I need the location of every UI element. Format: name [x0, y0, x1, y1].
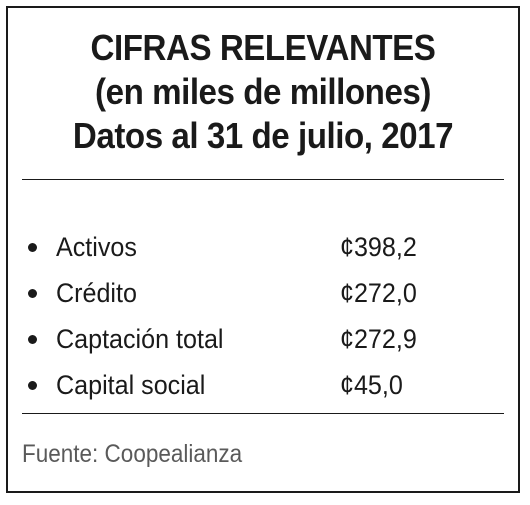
list-item-credito: Crédito ¢272,0 — [22, 270, 504, 316]
bullet-icon — [28, 381, 37, 390]
figure-value: ¢45,0 — [340, 370, 403, 400]
figure-label: Crédito — [56, 278, 137, 308]
header: CIFRAS RELEVANTES (en miles de millones)… — [8, 26, 518, 158]
figure-value: ¢272,9 — [340, 324, 417, 354]
subtitle: (en miles de millones) — [95, 71, 431, 112]
top-divider — [22, 179, 504, 180]
figure-value: ¢272,0 — [340, 278, 417, 308]
title: CIFRAS RELEVANTES — [90, 27, 436, 68]
bullet-icon — [28, 335, 37, 344]
figures-list: Activos ¢398,2 Crédito ¢272,0 Captación … — [22, 224, 504, 408]
figures-box: CIFRAS RELEVANTES (en miles de millones)… — [6, 6, 520, 493]
figure-value: ¢398,2 — [340, 232, 417, 262]
bullet-icon — [28, 289, 37, 298]
list-item-captacion-total: Captación total ¢272,9 — [22, 316, 504, 362]
date-line: Datos al 31 de julio, 2017 — [72, 115, 454, 156]
bottom-divider — [22, 413, 504, 414]
source-note: Fuente: Coopealianza — [22, 440, 243, 468]
bullet-icon — [28, 243, 37, 252]
list-item-capital-social: Capital social ¢45,0 — [22, 362, 504, 408]
figure-label: Capital social — [56, 370, 206, 400]
figure-label: Captación total — [56, 324, 224, 354]
list-item-activos: Activos ¢398,2 — [22, 224, 504, 270]
figure-label: Activos — [56, 232, 137, 262]
